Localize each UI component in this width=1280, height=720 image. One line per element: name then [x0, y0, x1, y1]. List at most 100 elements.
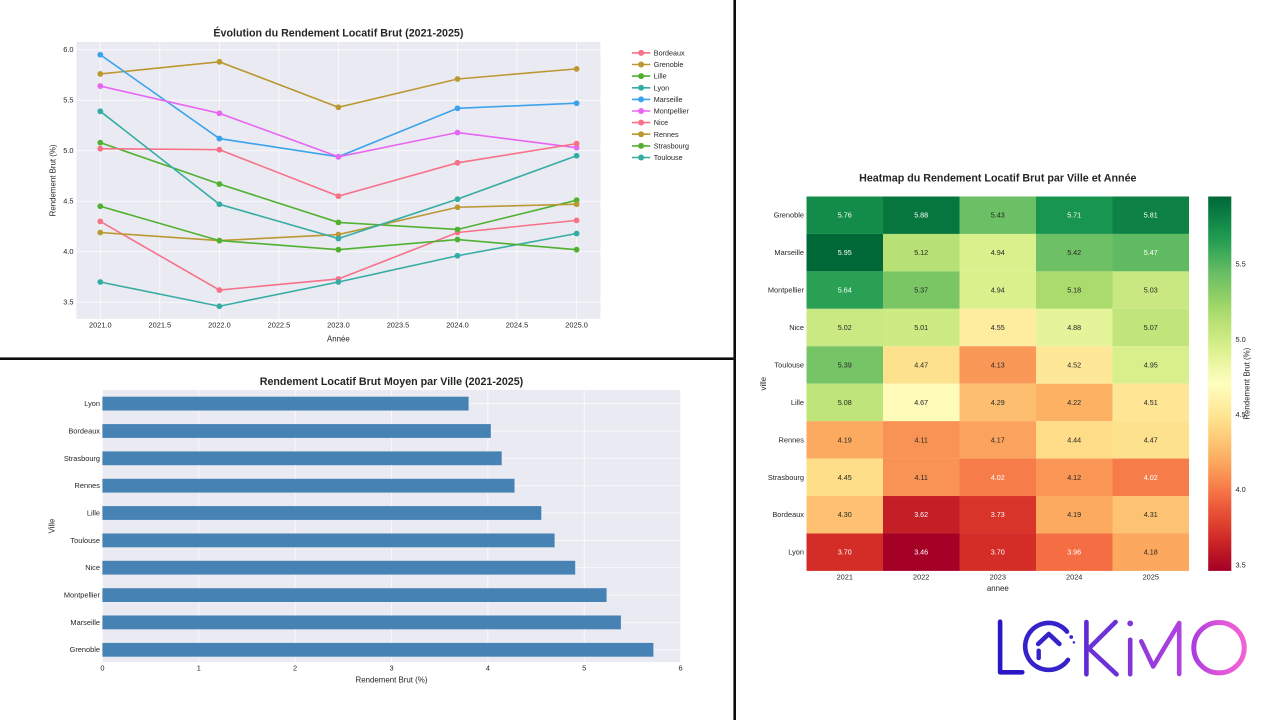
svg-text:4.47: 4.47 — [1144, 435, 1158, 444]
svg-text:4.02: 4.02 — [991, 473, 1005, 482]
svg-text:4.30: 4.30 — [838, 510, 852, 519]
svg-text:4.0: 4.0 — [1236, 485, 1246, 494]
svg-text:Lille: Lille — [791, 398, 804, 407]
svg-text:Rendement Locatif Brut Moyen p: Rendement Locatif Brut Moyen par Ville (… — [260, 376, 524, 388]
svg-text:annee: annee — [987, 584, 1010, 593]
svg-text:3.70: 3.70 — [991, 548, 1005, 557]
svg-text:Rendement Brut (%): Rendement Brut (%) — [49, 144, 58, 216]
svg-text:6: 6 — [679, 664, 683, 673]
svg-text:4.94: 4.94 — [991, 248, 1005, 257]
svg-text:4.12: 4.12 — [1067, 473, 1081, 482]
svg-text:ville: ville — [759, 376, 768, 390]
svg-text:2: 2 — [293, 664, 297, 673]
svg-text:Heatmap du Rendement Locatif B: Heatmap du Rendement Locatif Brut par Vi… — [859, 172, 1136, 184]
svg-text:Rendement Brut (%): Rendement Brut (%) — [1243, 347, 1252, 419]
svg-text:Rennes: Rennes — [654, 130, 679, 139]
svg-text:3.73: 3.73 — [991, 510, 1005, 519]
svg-text:3.62: 3.62 — [914, 510, 928, 519]
svg-text:Lille: Lille — [87, 509, 100, 518]
svg-text:2024.0: 2024.0 — [446, 321, 469, 330]
svg-text:5.64: 5.64 — [838, 286, 852, 295]
svg-text:Rennes: Rennes — [779, 435, 805, 444]
svg-text:3.5: 3.5 — [1236, 560, 1246, 569]
svg-text:4.5: 4.5 — [63, 197, 73, 206]
svg-text:Marseille: Marseille — [70, 618, 100, 627]
svg-text:Grenoble: Grenoble — [70, 645, 100, 654]
svg-text:4.67: 4.67 — [914, 398, 928, 407]
svg-text:3.5: 3.5 — [63, 298, 73, 307]
svg-text:4.31: 4.31 — [1144, 510, 1158, 519]
svg-text:Lille: Lille — [654, 72, 667, 81]
svg-text:Grenoble: Grenoble — [774, 211, 804, 220]
svg-text:Grenoble: Grenoble — [654, 60, 684, 69]
svg-text:Lyon: Lyon — [84, 399, 100, 408]
svg-text:5.03: 5.03 — [1144, 286, 1158, 295]
svg-text:4.45: 4.45 — [838, 473, 852, 482]
svg-text:4.51: 4.51 — [1144, 398, 1158, 407]
svg-text:2021: 2021 — [837, 573, 853, 582]
svg-text:Rendement Brut (%): Rendement Brut (%) — [356, 676, 428, 685]
svg-text:2021.0: 2021.0 — [89, 321, 112, 330]
svg-text:5.39: 5.39 — [838, 361, 852, 370]
svg-text:4.55: 4.55 — [991, 323, 1005, 332]
svg-text:Rennes: Rennes — [75, 481, 101, 490]
svg-text:5.02: 5.02 — [838, 323, 852, 332]
svg-text:4.02: 4.02 — [1144, 473, 1158, 482]
svg-text:0: 0 — [100, 664, 104, 673]
svg-text:4.47: 4.47 — [914, 361, 928, 370]
svg-text:5.08: 5.08 — [838, 398, 852, 407]
svg-text:2022.5: 2022.5 — [268, 321, 291, 330]
svg-text:Bordeaux: Bordeaux — [68, 427, 100, 436]
svg-text:5.5: 5.5 — [1236, 260, 1246, 269]
svg-text:Montpellier: Montpellier — [64, 591, 101, 600]
svg-text:Année: Année — [327, 335, 350, 344]
svg-text:5.95: 5.95 — [838, 248, 852, 257]
svg-text:2024: 2024 — [1066, 573, 1082, 582]
svg-text:Marseille: Marseille — [654, 95, 683, 104]
svg-text:5.47: 5.47 — [1144, 248, 1158, 257]
svg-text:Toulouse: Toulouse — [70, 536, 100, 545]
svg-text:5.76: 5.76 — [838, 211, 852, 220]
svg-text:4.18: 4.18 — [1144, 548, 1158, 557]
svg-text:5.81: 5.81 — [1144, 211, 1158, 220]
svg-text:Bordeaux: Bordeaux — [654, 49, 685, 58]
svg-text:2023.0: 2023.0 — [327, 321, 350, 330]
svg-text:5.42: 5.42 — [1067, 248, 1081, 257]
svg-text:3.70: 3.70 — [838, 548, 852, 557]
svg-text:2023.5: 2023.5 — [387, 321, 410, 330]
svg-text:5.07: 5.07 — [1144, 323, 1158, 332]
svg-text:4.22: 4.22 — [1067, 398, 1081, 407]
svg-text:Évolution du Rendement Locatif: Évolution du Rendement Locatif Brut (202… — [213, 27, 463, 40]
svg-text:Lyon: Lyon — [654, 83, 669, 92]
svg-text:1: 1 — [197, 664, 201, 673]
svg-text:Montpellier: Montpellier — [768, 286, 805, 295]
svg-text:4.94: 4.94 — [991, 286, 1005, 295]
svg-text:5.88: 5.88 — [914, 211, 928, 220]
svg-text:2025: 2025 — [1143, 573, 1159, 582]
svg-text:Toulouse: Toulouse — [654, 153, 683, 162]
svg-text:Strasbourg: Strasbourg — [768, 473, 804, 482]
svg-text:4.19: 4.19 — [1067, 510, 1081, 519]
svg-text:Strasbourg: Strasbourg — [64, 454, 100, 463]
svg-text:5.43: 5.43 — [991, 211, 1005, 220]
svg-text:5.37: 5.37 — [914, 286, 928, 295]
svg-text:5.0: 5.0 — [63, 146, 73, 155]
svg-text:5.5: 5.5 — [63, 96, 73, 105]
svg-text:6.0: 6.0 — [63, 45, 73, 54]
svg-text:4.0: 4.0 — [63, 247, 73, 256]
svg-text:5.12: 5.12 — [914, 248, 928, 257]
svg-text:Marseille: Marseille — [774, 248, 804, 257]
svg-text:Nice: Nice — [85, 563, 100, 572]
svg-text:Toulouse: Toulouse — [774, 361, 804, 370]
svg-text:Nice: Nice — [789, 323, 804, 332]
svg-text:4.5: 4.5 — [1236, 410, 1246, 419]
svg-text:Ville: Ville — [48, 518, 57, 533]
svg-text:Bordeaux: Bordeaux — [772, 510, 804, 519]
svg-text:3.96: 3.96 — [1067, 548, 1081, 557]
svg-text:4.11: 4.11 — [914, 435, 927, 444]
svg-text:2022.0: 2022.0 — [208, 321, 231, 330]
svg-text:4.88: 4.88 — [1067, 323, 1081, 332]
svg-text:2022: 2022 — [913, 573, 929, 582]
svg-text:5.0: 5.0 — [1236, 335, 1246, 344]
svg-text:4.29: 4.29 — [991, 398, 1005, 407]
